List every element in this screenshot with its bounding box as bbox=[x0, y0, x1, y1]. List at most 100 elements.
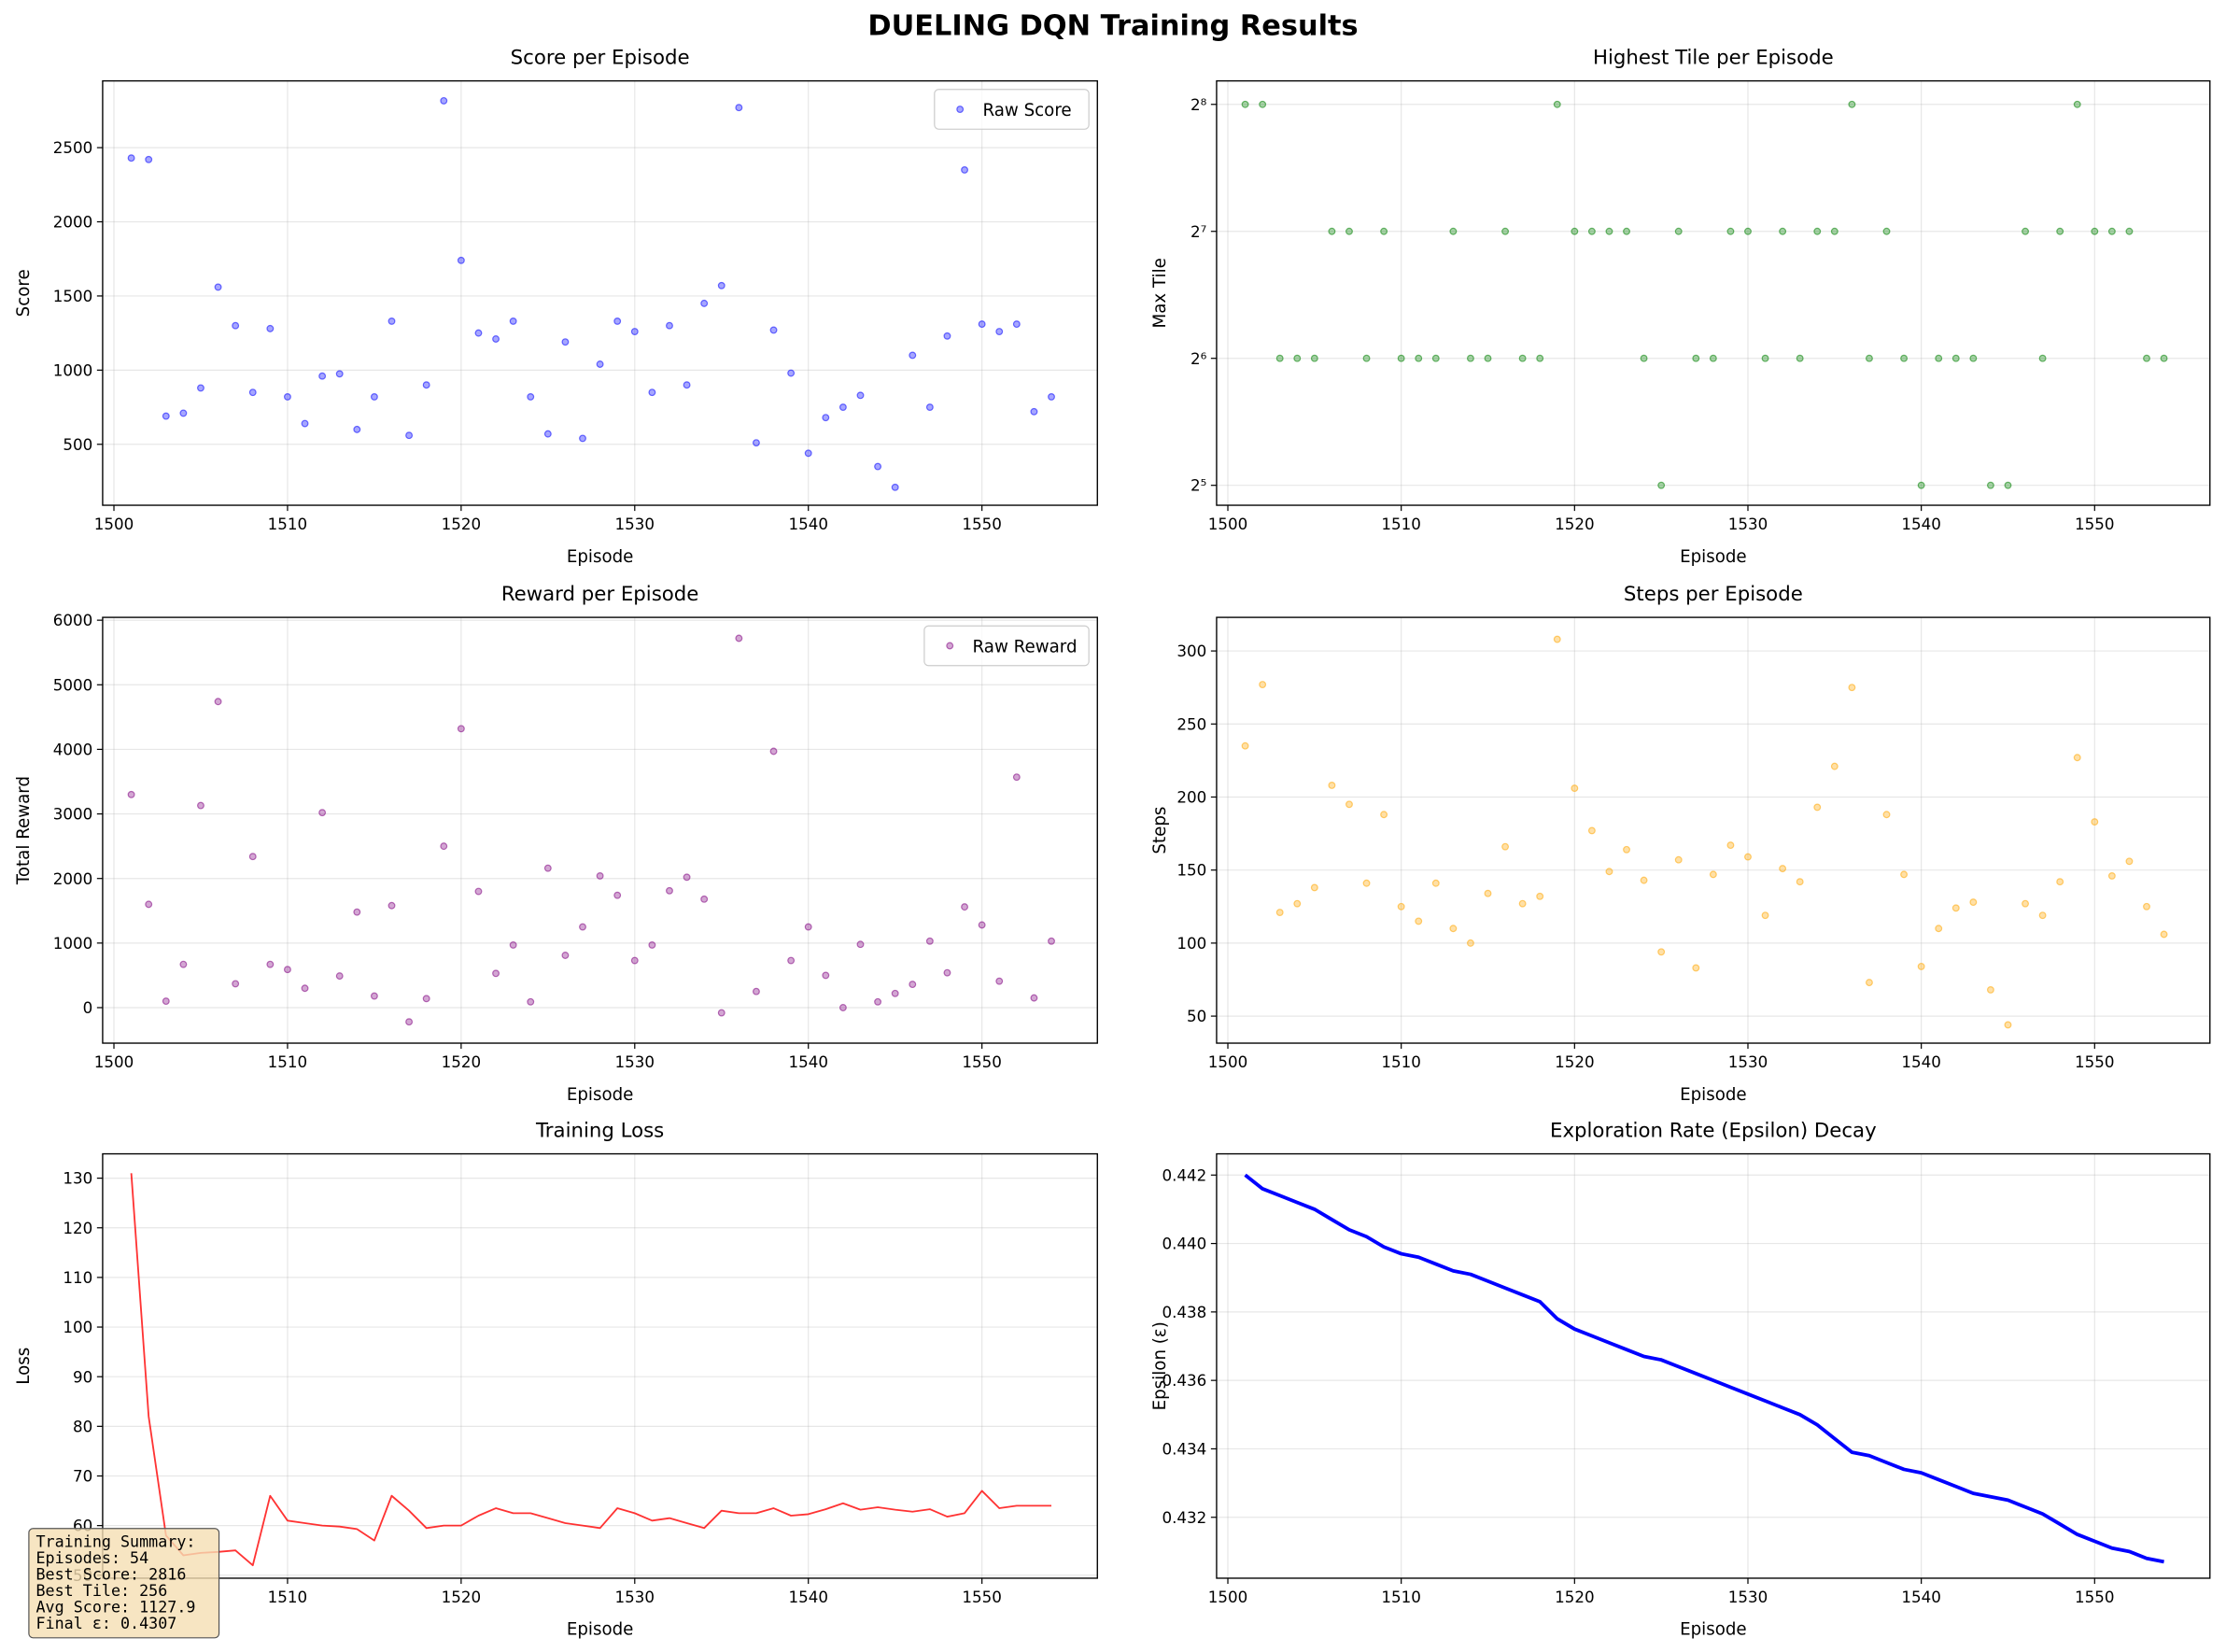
point bbox=[1415, 917, 1423, 925]
point bbox=[335, 972, 344, 981]
point bbox=[1048, 392, 1055, 401]
point bbox=[717, 281, 726, 289]
point bbox=[2160, 930, 2168, 939]
x-tick-label: 1500 bbox=[94, 515, 134, 533]
point bbox=[2004, 481, 2012, 489]
point bbox=[353, 908, 361, 916]
legend-marker bbox=[946, 642, 954, 650]
point bbox=[1571, 227, 1579, 235]
point bbox=[197, 801, 204, 810]
point bbox=[1674, 855, 1683, 864]
point bbox=[440, 842, 448, 851]
point bbox=[1726, 227, 1735, 235]
point bbox=[2073, 100, 2081, 108]
point bbox=[2056, 878, 2064, 886]
y-tick-label: 2⁸ bbox=[1190, 95, 1207, 114]
point bbox=[1986, 985, 1994, 994]
point bbox=[2143, 354, 2150, 362]
point bbox=[1587, 826, 1596, 835]
point bbox=[1796, 878, 1804, 886]
point bbox=[1345, 800, 1353, 809]
point bbox=[492, 969, 500, 978]
point bbox=[370, 992, 378, 1000]
y-tick-label: 0.432 bbox=[1162, 1508, 1206, 1527]
point bbox=[387, 317, 396, 325]
subplot: Score per Episode Episode Score 1500 1510 152… bbox=[14, 46, 1098, 567]
point bbox=[648, 388, 656, 397]
point bbox=[145, 900, 153, 909]
point bbox=[145, 155, 153, 163]
point bbox=[978, 921, 986, 929]
x-tick-label: 1550 bbox=[2075, 1052, 2115, 1071]
y-tick-label: 3000 bbox=[53, 805, 93, 824]
point bbox=[856, 391, 865, 400]
subplot: Reward per Episode Episode Total Reward 150… bbox=[14, 583, 1098, 1105]
x-tick-label: 1540 bbox=[788, 515, 828, 533]
point bbox=[162, 997, 170, 1006]
x-tick-label: 1510 bbox=[268, 515, 308, 533]
y-axis-label: Epsilon (ε) bbox=[1150, 1321, 1170, 1410]
point bbox=[735, 634, 743, 642]
legend-label: Raw Score bbox=[982, 101, 1071, 120]
point bbox=[127, 790, 135, 798]
point bbox=[925, 403, 934, 412]
x-axis-label: Episode bbox=[567, 1085, 634, 1105]
annotation-line: Final ε: 0.4307 bbox=[36, 1614, 177, 1632]
point bbox=[1813, 803, 1822, 812]
point bbox=[1761, 911, 1769, 920]
y-tick-label: 5000 bbox=[53, 675, 93, 694]
point bbox=[1328, 227, 1336, 235]
point bbox=[2073, 754, 2081, 762]
y-tick-label: 0.438 bbox=[1162, 1303, 1206, 1321]
point bbox=[1380, 227, 1388, 235]
plot-frame bbox=[1216, 79, 2211, 506]
point bbox=[717, 1009, 726, 1017]
point bbox=[1640, 876, 1648, 884]
point bbox=[1275, 909, 1284, 916]
x-tick-label: 1530 bbox=[1728, 1052, 1768, 1071]
point bbox=[283, 392, 291, 401]
point bbox=[1571, 784, 1579, 793]
point bbox=[995, 977, 1004, 985]
y-tick-label: 2⁶ bbox=[1190, 349, 1207, 368]
point bbox=[1501, 227, 1510, 235]
x-tick-label: 1510 bbox=[1381, 515, 1421, 533]
x-axis-label: Episode bbox=[1680, 1620, 1747, 1640]
annotation-box bbox=[28, 1528, 220, 1639]
x-axis-label: Episode bbox=[1680, 1085, 1747, 1105]
point bbox=[1362, 354, 1371, 362]
y-tick-label: 150 bbox=[1176, 861, 1206, 880]
point bbox=[1709, 870, 1717, 879]
point bbox=[1012, 773, 1021, 782]
point bbox=[301, 984, 309, 993]
x-tick-label: 1550 bbox=[962, 515, 1002, 533]
y-axis-label: Total Reward bbox=[14, 776, 34, 885]
y-tick-label: 300 bbox=[1176, 642, 1206, 660]
point bbox=[232, 980, 240, 988]
point bbox=[1917, 962, 1925, 970]
point bbox=[891, 483, 899, 491]
point bbox=[995, 328, 1004, 335]
subplot: Exploration Rate (Epsilon) Decay Episode E… bbox=[1150, 1119, 2211, 1640]
point bbox=[961, 903, 969, 911]
point bbox=[2125, 857, 2134, 866]
subplot-title: Reward per Episode bbox=[501, 583, 699, 606]
y-tick-label: 1000 bbox=[53, 934, 93, 953]
point bbox=[2125, 227, 2134, 235]
point bbox=[1986, 481, 1994, 489]
point bbox=[1813, 227, 1822, 235]
point bbox=[1587, 227, 1596, 235]
point bbox=[2022, 227, 2029, 235]
point bbox=[1830, 762, 1839, 770]
point bbox=[1882, 811, 1891, 819]
x-tick-label: 1540 bbox=[788, 1588, 828, 1606]
point bbox=[2022, 899, 2029, 908]
x-tick-label: 1500 bbox=[94, 1052, 134, 1071]
point bbox=[1310, 354, 1318, 362]
y-tick-label: 0.442 bbox=[1162, 1165, 1206, 1184]
y-axis-label: Steps bbox=[1150, 807, 1170, 854]
point bbox=[804, 449, 812, 458]
point bbox=[2107, 227, 2116, 235]
